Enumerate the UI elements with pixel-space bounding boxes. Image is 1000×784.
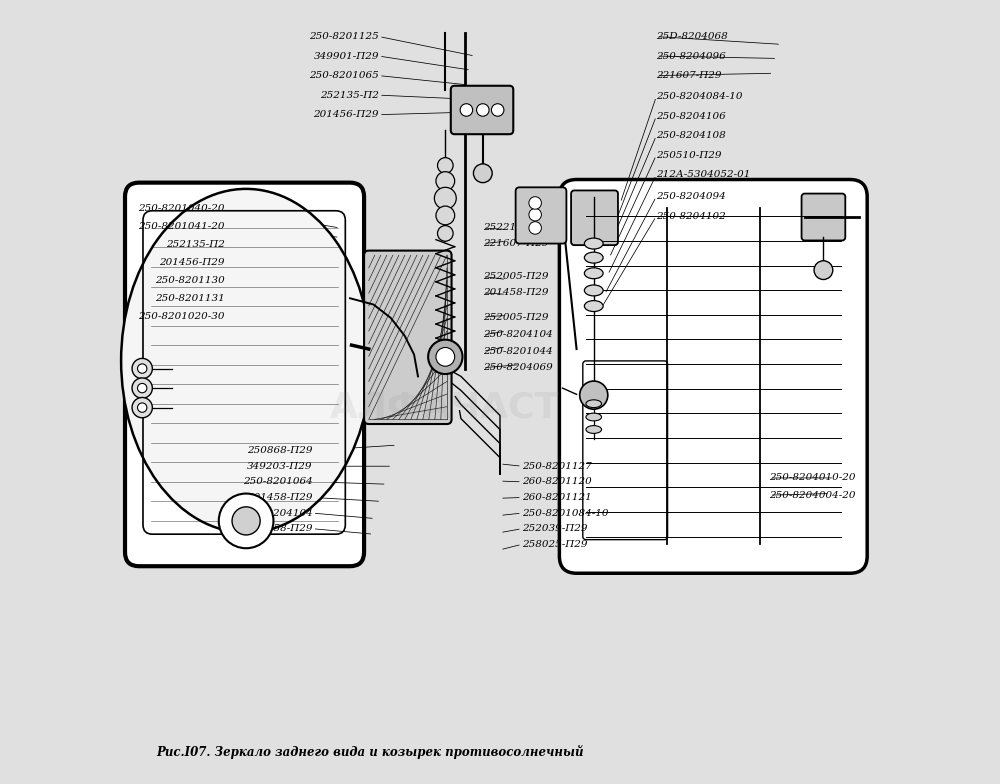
Text: 260-8201120: 260-8201120 [522,477,592,486]
Circle shape [436,347,455,366]
Circle shape [473,164,492,183]
Circle shape [138,364,147,373]
Text: 349203-П29: 349203-П29 [247,462,313,470]
FancyBboxPatch shape [516,187,566,244]
FancyBboxPatch shape [364,251,452,424]
Ellipse shape [584,238,603,249]
Text: 201458-П29: 201458-П29 [247,493,313,502]
Ellipse shape [586,413,602,421]
Circle shape [438,158,453,173]
Circle shape [491,103,504,116]
Text: 221607-П29: 221607-П29 [656,71,722,80]
Text: 252214-П2: 252214-П2 [483,223,542,232]
Text: 201456-П29: 201456-П29 [160,258,225,267]
Text: 250868-П29: 250868-П29 [247,446,313,455]
Circle shape [460,103,473,116]
Circle shape [232,506,260,535]
FancyBboxPatch shape [559,180,867,573]
Circle shape [814,261,833,280]
Text: 252005-П29: 252005-П29 [483,272,548,281]
Circle shape [529,222,541,234]
Text: 201456-П29: 201456-П29 [313,111,379,119]
Text: 250-8204104: 250-8204104 [243,509,313,517]
Ellipse shape [584,300,603,311]
Text: АЛФАЧАСТ: АЛФАЧАСТ [330,390,560,425]
FancyBboxPatch shape [802,194,845,241]
Text: 252005-П29: 252005-П29 [483,313,548,321]
Text: 250-8204104: 250-8204104 [483,331,553,339]
Text: 250-8201125: 250-8201125 [309,32,379,41]
Circle shape [580,381,608,409]
Text: 250-8204069: 250-8204069 [483,363,553,372]
Circle shape [219,494,273,548]
Text: 252135-П2: 252135-П2 [166,240,225,249]
Circle shape [436,206,455,225]
Text: 252039-П29: 252039-П29 [522,524,587,533]
Text: 250-8201130: 250-8201130 [155,276,225,285]
Ellipse shape [584,268,603,279]
Ellipse shape [586,400,602,408]
Text: 250-8204108: 250-8204108 [656,131,726,140]
Ellipse shape [584,285,603,296]
Text: 250-8201131: 250-8201131 [155,294,225,303]
Text: 201458-П29: 201458-П29 [483,289,548,297]
Text: 349901-П29: 349901-П29 [313,52,379,60]
Text: 252135-П2: 252135-П2 [320,91,379,100]
Text: 250-8204010-20: 250-8204010-20 [770,474,856,482]
Text: 212А-5304052-01: 212А-5304052-01 [656,170,751,180]
Text: 250-8201020-30: 250-8201020-30 [139,312,225,321]
FancyBboxPatch shape [451,85,513,134]
Text: 250-8204106: 250-8204106 [656,112,726,121]
Circle shape [438,226,453,241]
Text: 250-8204102: 250-8204102 [656,212,726,221]
FancyBboxPatch shape [125,183,364,566]
Text: 250-8201041-20: 250-8201041-20 [139,222,225,230]
Circle shape [477,103,489,116]
FancyBboxPatch shape [571,191,618,245]
Text: 25D-8204068: 25D-8204068 [656,32,728,41]
Ellipse shape [584,252,603,263]
Circle shape [529,209,541,221]
Circle shape [138,383,147,393]
Text: 260-8201121: 260-8201121 [522,493,592,502]
Text: 250-8201064: 250-8201064 [243,477,313,486]
Text: 201458-П29: 201458-П29 [247,524,313,533]
Ellipse shape [121,189,371,532]
Text: 250-8201065: 250-8201065 [309,71,379,80]
Circle shape [434,187,456,209]
Text: 250-8204004-20: 250-8204004-20 [770,491,856,499]
Circle shape [428,339,463,374]
Circle shape [138,403,147,412]
Circle shape [436,172,455,191]
Text: 250-8204084-10: 250-8204084-10 [656,93,743,101]
Ellipse shape [586,426,602,434]
Circle shape [132,378,152,398]
Text: 250-8201084-10: 250-8201084-10 [522,509,608,517]
Text: Рис.I07. Зеркало заднего вида и козырек противосолнечный: Рис.I07. Зеркало заднего вида и козырек … [156,745,584,759]
Text: 250-8204094: 250-8204094 [656,192,726,201]
Text: 250-8201127: 250-8201127 [522,462,592,470]
Text: 250-8201044: 250-8201044 [483,347,553,356]
Text: 250510-П29: 250510-П29 [656,151,722,160]
Text: 221607-П29: 221607-П29 [483,239,548,248]
Circle shape [529,197,541,209]
Text: 250-8204096: 250-8204096 [656,52,726,60]
Circle shape [132,358,152,379]
Text: 250-8201040-20: 250-8201040-20 [139,204,225,213]
Circle shape [132,397,152,418]
Text: 258025-П29: 258025-П29 [522,540,587,549]
